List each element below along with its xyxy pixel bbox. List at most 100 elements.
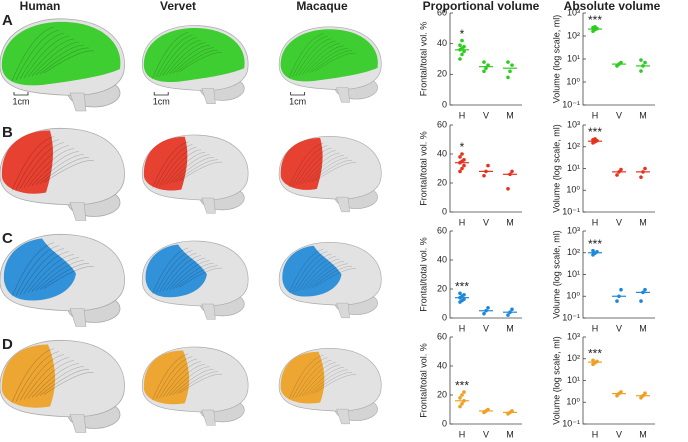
fiber	[295, 253, 332, 292]
fiber	[31, 257, 80, 292]
fiber	[301, 43, 340, 75]
data-point	[643, 60, 647, 65]
fiber	[176, 265, 218, 289]
data-point	[458, 404, 462, 409]
fiber	[295, 147, 332, 186]
fiber	[292, 357, 328, 399]
fiber	[27, 360, 75, 399]
fiber	[39, 157, 90, 184]
x-tick-label: H	[459, 429, 466, 439]
y-tick-label: 0	[442, 99, 447, 109]
x-tick-label: H	[459, 217, 466, 227]
data-point	[506, 75, 510, 80]
y-tick-label: 0	[442, 418, 447, 428]
x-tick-label: M	[506, 429, 514, 439]
tract-region	[280, 351, 325, 404]
significance: ***	[588, 346, 602, 360]
y-tick-label: 10³	[567, 7, 580, 17]
fiber	[169, 260, 210, 290]
brain	[141, 25, 249, 105]
data-point	[462, 163, 466, 168]
y-tick-label: 10³	[567, 119, 580, 129]
fiber	[308, 47, 349, 74]
y-tick-label: 20	[437, 389, 447, 399]
y-tick-label: 10⁰	[566, 76, 580, 86]
fiber	[292, 35, 328, 78]
tract-region	[280, 29, 378, 82]
x-tick-label: M	[506, 323, 514, 333]
y-tick-label: 10¹	[567, 269, 580, 279]
fiber	[155, 144, 193, 188]
y-tick-label: 10²	[567, 247, 580, 257]
fiber	[288, 142, 324, 188]
fiber	[152, 141, 189, 188]
fiber	[308, 369, 349, 395]
brainstem	[336, 196, 350, 213]
fiber	[155, 356, 193, 400]
brain	[0, 128, 125, 221]
tract-region	[282, 245, 342, 297]
fiber	[179, 373, 223, 394]
x-tick-label: H	[592, 323, 599, 333]
data-point	[619, 287, 623, 292]
fiber	[19, 32, 65, 80]
y-tick-label: 10²	[567, 141, 580, 151]
fiber	[152, 353, 189, 400]
data-point	[639, 58, 643, 62]
fiber	[27, 148, 75, 187]
fiber	[305, 45, 344, 74]
fiber	[176, 371, 218, 395]
y-tick-label: 20	[437, 69, 447, 79]
fiber	[165, 151, 206, 185]
brainstem	[336, 87, 350, 103]
data-point	[458, 396, 462, 400]
data-point	[458, 291, 462, 296]
brain	[141, 346, 249, 426]
fiber	[305, 261, 344, 290]
data-point	[643, 287, 647, 292]
y-axis-label: Volume (log scale, ml)	[551, 336, 561, 425]
fiber	[43, 372, 95, 395]
data-point	[643, 166, 647, 171]
fiber	[31, 151, 80, 186]
brain	[141, 240, 249, 320]
data-point	[486, 63, 490, 67]
tract-region	[1, 344, 56, 408]
data-point	[619, 60, 623, 65]
fiber	[155, 34, 193, 78]
fiber	[305, 367, 344, 396]
significance: *	[460, 140, 465, 154]
fiber	[11, 242, 55, 297]
brain	[0, 340, 125, 433]
brainstem	[69, 414, 87, 433]
fiber	[23, 251, 70, 294]
fiber	[292, 145, 328, 187]
fiber	[159, 37, 197, 77]
fiber	[298, 256, 336, 291]
fiber	[162, 361, 201, 398]
brain	[278, 26, 382, 103]
fiber	[162, 149, 201, 186]
fiber	[19, 248, 65, 295]
brainstem	[336, 302, 350, 319]
significance: ***	[588, 125, 602, 139]
y-axis-label: Frontal/total vol. %	[418, 237, 428, 312]
y-axis-label: Volume (log scale, ml)	[551, 15, 561, 104]
y-tick-label: 20	[437, 283, 447, 293]
y-tick-label: 10²	[567, 30, 580, 40]
x-tick-label: V	[616, 429, 622, 439]
fiber	[43, 266, 95, 289]
data-point	[643, 391, 647, 396]
fiber	[152, 247, 189, 294]
fiber	[301, 258, 340, 291]
fiber	[295, 359, 332, 398]
data-point	[506, 187, 510, 191]
data-point	[484, 66, 488, 70]
brainstem	[201, 197, 216, 214]
fiber	[179, 161, 223, 182]
fiber	[165, 257, 206, 291]
column-title: Vervet	[160, 0, 196, 13]
y-axis-label: Volume (log scale, ml)	[551, 230, 561, 319]
x-tick-label: V	[616, 323, 622, 333]
x-tick-label: V	[483, 217, 489, 227]
